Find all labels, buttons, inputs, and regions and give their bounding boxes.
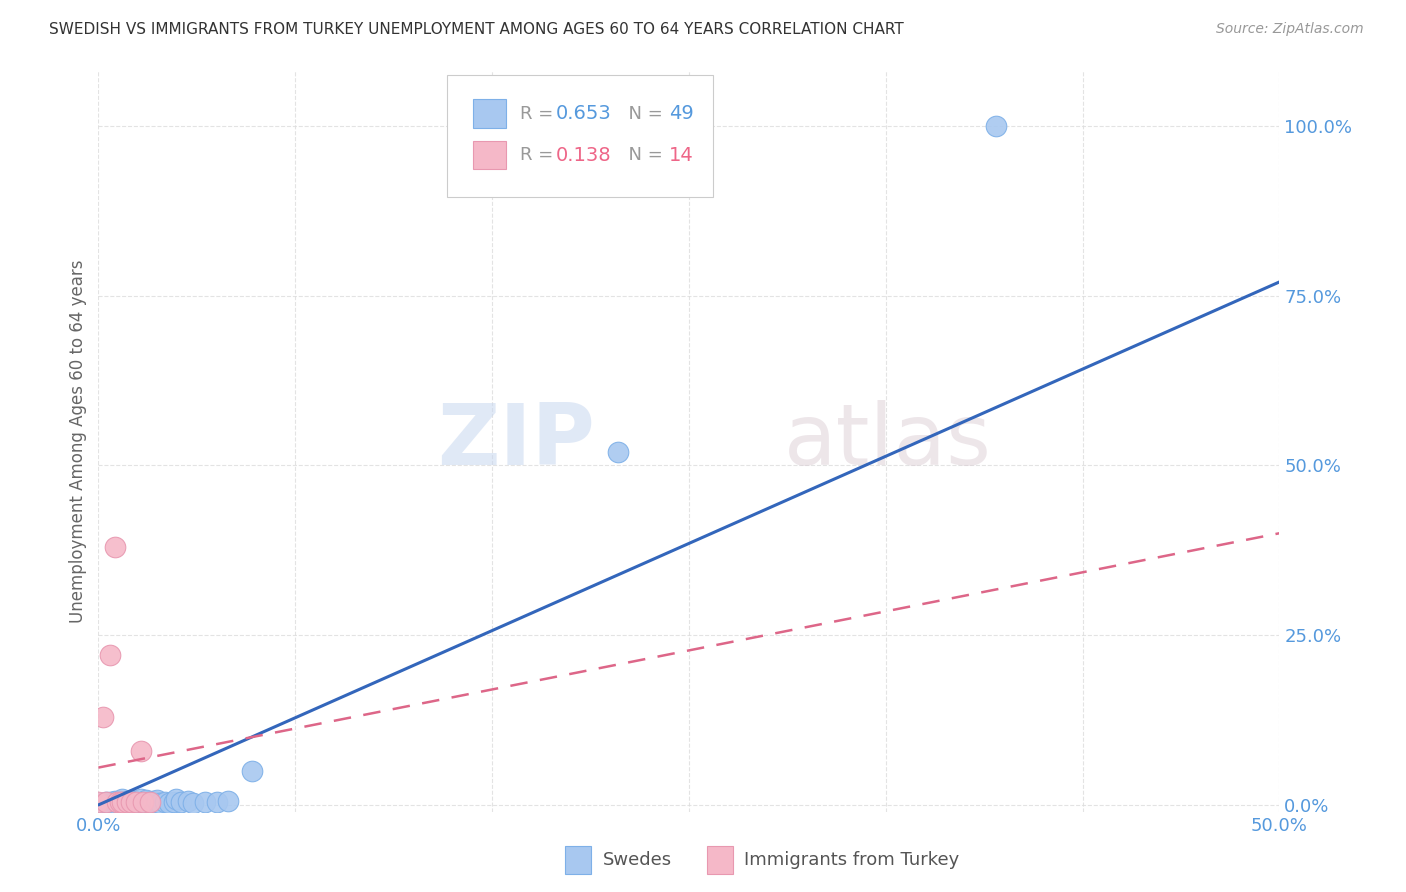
Text: N =: N =	[617, 146, 668, 164]
Point	[104, 796, 127, 810]
Text: ZIP: ZIP	[437, 400, 595, 483]
Point	[121, 795, 143, 809]
Point	[98, 795, 121, 809]
Point	[142, 794, 165, 808]
Point	[115, 796, 138, 810]
Point	[163, 795, 186, 809]
Point	[91, 796, 114, 810]
Point	[136, 795, 159, 809]
Point	[146, 793, 169, 807]
Point	[98, 796, 121, 810]
Bar	[707, 846, 733, 874]
Point	[108, 794, 131, 808]
Text: 14: 14	[669, 145, 693, 164]
Point	[122, 794, 145, 808]
Point	[104, 794, 127, 808]
Point	[984, 119, 1007, 133]
Point	[94, 795, 117, 809]
Point	[170, 795, 193, 809]
Point	[98, 648, 121, 663]
Point	[135, 796, 157, 810]
FancyBboxPatch shape	[447, 75, 713, 197]
Point	[128, 796, 150, 810]
Point	[105, 795, 128, 809]
Point	[101, 795, 124, 809]
Point	[111, 796, 134, 810]
Point	[115, 794, 138, 808]
Point	[87, 795, 110, 809]
Point	[108, 796, 131, 810]
Text: 0.653: 0.653	[555, 104, 612, 123]
Point	[132, 795, 155, 809]
Point	[153, 795, 176, 809]
Point	[112, 795, 135, 809]
Point	[240, 764, 263, 778]
Text: R =: R =	[520, 146, 560, 164]
Point	[129, 792, 152, 806]
Point	[97, 796, 120, 810]
Text: 0.138: 0.138	[555, 145, 612, 164]
Point	[132, 795, 155, 809]
Point	[91, 709, 114, 723]
Point	[94, 795, 117, 809]
Point	[129, 795, 152, 809]
Point	[111, 795, 134, 809]
Text: R =: R =	[520, 104, 560, 122]
Point	[194, 795, 217, 809]
Text: Immigrants from Turkey: Immigrants from Turkey	[744, 851, 960, 869]
Point	[146, 795, 169, 809]
Text: Source: ZipAtlas.com: Source: ZipAtlas.com	[1216, 22, 1364, 37]
Point	[139, 795, 162, 809]
Point	[121, 796, 143, 810]
Point	[607, 444, 630, 458]
Text: N =: N =	[617, 104, 668, 122]
Bar	[472, 100, 506, 128]
Point	[135, 793, 157, 807]
Point	[118, 795, 141, 809]
Point	[165, 792, 187, 806]
Point	[149, 796, 172, 810]
Point	[125, 795, 148, 809]
Point	[115, 795, 138, 809]
Point	[157, 796, 180, 810]
Text: 49: 49	[669, 104, 693, 123]
Point	[122, 796, 145, 810]
Point	[121, 793, 143, 807]
Point	[125, 795, 148, 809]
Point	[104, 540, 127, 554]
Point	[177, 794, 200, 808]
Bar	[472, 141, 506, 169]
Point	[111, 795, 134, 809]
Text: SWEDISH VS IMMIGRANTS FROM TURKEY UNEMPLOYMENT AMONG AGES 60 TO 64 YEARS CORRELA: SWEDISH VS IMMIGRANTS FROM TURKEY UNEMPL…	[49, 22, 904, 37]
Point	[111, 792, 134, 806]
Point	[181, 796, 204, 810]
Text: Swedes: Swedes	[603, 851, 672, 869]
Point	[108, 795, 131, 809]
Point	[217, 794, 239, 808]
Bar	[565, 846, 591, 874]
Point	[129, 743, 152, 757]
Point	[105, 795, 128, 809]
Point	[87, 796, 110, 810]
Point	[139, 796, 162, 810]
Point	[205, 795, 228, 809]
Y-axis label: Unemployment Among Ages 60 to 64 years: Unemployment Among Ages 60 to 64 years	[69, 260, 87, 624]
Text: atlas: atlas	[783, 400, 991, 483]
